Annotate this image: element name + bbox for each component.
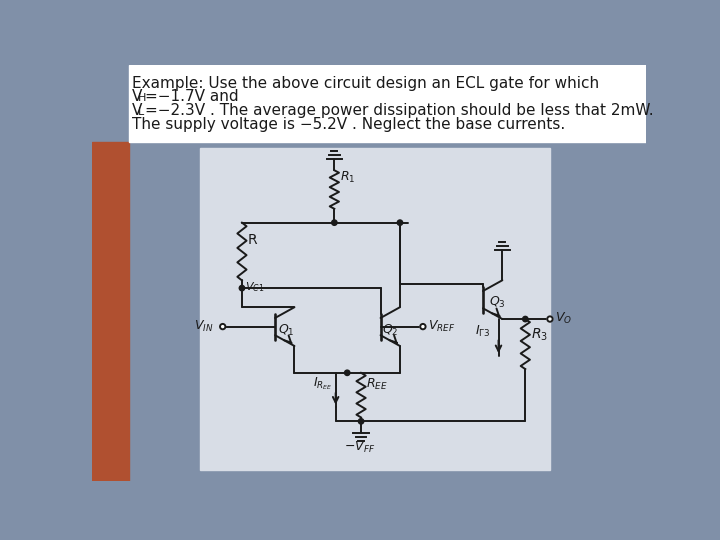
Text: $Q_3$: $Q_3$ (489, 295, 506, 310)
Text: V: V (132, 103, 143, 118)
Circle shape (523, 316, 528, 322)
Text: $V_O$: $V_O$ (555, 311, 572, 326)
Circle shape (220, 324, 225, 329)
Text: H: H (138, 93, 146, 103)
Text: $-V_{FF}$: $-V_{FF}$ (344, 440, 375, 455)
Text: =−2.3V . The average power dissipation should be less that 2mW.: =−2.3V . The average power dissipation s… (145, 103, 654, 118)
Text: $Q_2$: $Q_2$ (382, 323, 399, 339)
Circle shape (344, 370, 350, 375)
Text: $I_{\Gamma 3}$: $I_{\Gamma 3}$ (475, 323, 491, 339)
Bar (129, 65, 647, 142)
Text: $V_{C1}$: $V_{C1}$ (245, 280, 264, 294)
Text: R: R (248, 233, 258, 247)
Text: =−1.7V and: =−1.7V and (145, 90, 238, 104)
Text: $R_1$: $R_1$ (340, 170, 355, 185)
Text: The supply voltage is −5.2V . Neglect the base currents.: The supply voltage is −5.2V . Neglect th… (132, 117, 565, 132)
Text: $R_{EE}$: $R_{EE}$ (366, 377, 388, 392)
Text: Example: Use the above circuit design an ECL gate for which: Example: Use the above circuit design an… (132, 76, 599, 91)
Text: V: V (132, 90, 143, 104)
Circle shape (239, 286, 245, 291)
Text: $R_3$: $R_3$ (531, 326, 549, 343)
Text: $V_{IN}$: $V_{IN}$ (194, 319, 214, 334)
Circle shape (420, 324, 426, 329)
Text: L: L (138, 107, 144, 117)
Bar (199, 148, 550, 470)
Circle shape (547, 316, 553, 322)
Text: $Q_1$: $Q_1$ (278, 323, 294, 339)
Bar (92, 65, 647, 142)
Bar (92, 142, 129, 481)
Circle shape (332, 220, 337, 225)
Text: $V_{REF}$: $V_{REF}$ (428, 319, 456, 334)
Text: $I_{R_{EE}}$: $I_{R_{EE}}$ (312, 376, 332, 392)
Circle shape (359, 418, 364, 424)
Circle shape (397, 220, 402, 225)
